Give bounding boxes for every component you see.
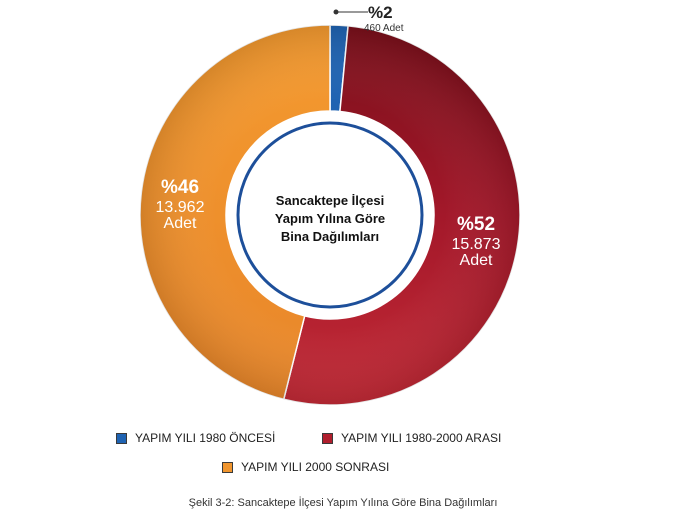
center-title-line-3: Bina Dağılımları bbox=[281, 229, 379, 244]
legend-swatch-blue bbox=[116, 432, 127, 444]
slice-2-count-label-1: 15.873 bbox=[452, 236, 501, 253]
legend-swatch-red bbox=[322, 432, 333, 444]
center-title-line-1: Sancaktepe İlçesi bbox=[276, 193, 384, 208]
legend-label: YAPIM YILI 1980 ÖNCESİ bbox=[135, 431, 276, 445]
slice-1-leader-dot bbox=[333, 9, 339, 15]
slice-3-percent-label: %46 bbox=[161, 177, 199, 198]
slice-2-count-label-2: Adet bbox=[460, 252, 493, 269]
figure-caption: Şekil 3-2: Sancaktepe İlçesi Yapım Yılın… bbox=[188, 497, 498, 509]
slice-3-count-label-1: 13.962 bbox=[156, 199, 205, 216]
slice-1-percent-label: %2 bbox=[368, 3, 393, 22]
legend-label: YAPIM YILI 2000 SONRASI bbox=[241, 460, 390, 474]
legend-item-2000-sonrasi: YAPIM YILI 2000 SONRASI bbox=[222, 460, 389, 474]
slice-3-count-label-2: Adet bbox=[164, 215, 197, 232]
slice-2-percent-label: %52 bbox=[457, 214, 495, 235]
center-title-line-2: Yapım Yılına Göre bbox=[275, 211, 385, 226]
slice-1-count-label: 460 Adet bbox=[364, 23, 404, 34]
legend-item-1980-oncesi: YAPIM YILI 1980 ÖNCESİ bbox=[116, 431, 275, 445]
legend-label: YAPIM YILI 1980-2000 ARASI bbox=[341, 431, 502, 445]
legend-item-1980-2000-arasi: YAPIM YILI 1980-2000 ARASI bbox=[322, 431, 501, 445]
legend-swatch-orange bbox=[222, 461, 233, 473]
center-ring bbox=[236, 121, 424, 309]
